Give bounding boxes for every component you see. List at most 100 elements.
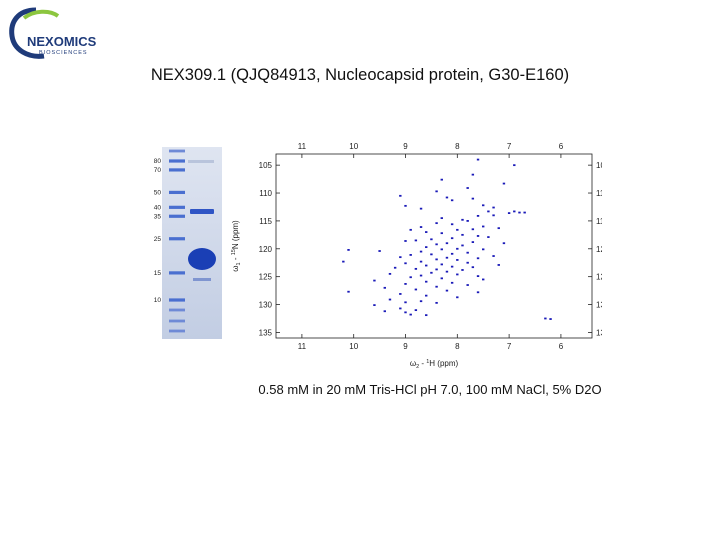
- peak: [435, 190, 438, 193]
- x-tick-label-bottom: 8: [455, 342, 460, 351]
- ladder-band: [169, 319, 185, 323]
- peak: [513, 164, 516, 167]
- ladder-band: [169, 159, 185, 163]
- peak: [388, 272, 392, 275]
- logo-swoosh: [22, 9, 60, 20]
- sample-band-lower: [193, 278, 211, 281]
- nexomics-logo: NEXOMICS BIOSCIENCES: [6, 4, 126, 62]
- peak: [399, 194, 402, 197]
- x-axis-label: ω2 - 1H (ppm): [410, 359, 459, 370]
- peak: [492, 206, 495, 209]
- peak: [419, 250, 423, 253]
- peak: [435, 243, 438, 246]
- x-tick-label-top: 10: [349, 142, 358, 151]
- x-tick-label-top: 9: [403, 142, 408, 151]
- x-axis-label-nucleus: H (ppm): [429, 359, 458, 368]
- peak: [549, 318, 552, 320]
- peak: [430, 238, 433, 241]
- peak: [404, 204, 407, 207]
- peak: [409, 254, 412, 256]
- peak: [461, 233, 464, 236]
- peak: [414, 239, 418, 242]
- peak: [440, 178, 443, 181]
- peak: [435, 301, 438, 304]
- peak: [466, 220, 469, 222]
- peak: [497, 227, 500, 230]
- gel-image: 80 70 50 40 35 25 15 10: [154, 147, 222, 339]
- peak: [393, 266, 397, 269]
- peak: [450, 265, 454, 268]
- ladder-band: [169, 271, 185, 275]
- marker-label: 10: [154, 297, 162, 304]
- x-axis-label-dash: -: [419, 359, 426, 368]
- peak: [378, 250, 381, 252]
- y-tick-label-right: 115: [596, 217, 602, 226]
- peak: [492, 214, 495, 217]
- peak: [435, 285, 438, 288]
- x-tick-label-top: 11: [298, 142, 307, 151]
- peak: [399, 293, 402, 295]
- peak: [388, 298, 392, 301]
- peak: [471, 228, 475, 231]
- peak: [523, 211, 526, 214]
- peak: [425, 314, 428, 317]
- logo-mark: NEXOMICS BIOSCIENCES: [9, 7, 97, 59]
- y-tick-label-left: 105: [259, 161, 273, 170]
- peak: [544, 317, 547, 320]
- peak: [440, 277, 443, 280]
- peak: [419, 260, 423, 263]
- peak: [456, 296, 459, 299]
- ladder-band: [169, 298, 185, 302]
- peak: [471, 266, 475, 269]
- peak: [342, 260, 345, 263]
- y-axis-label-sub: 1: [236, 262, 242, 265]
- peak: [440, 263, 443, 266]
- peak: [450, 199, 454, 202]
- marker-label: 50: [154, 189, 162, 196]
- ladder-band: [169, 149, 185, 153]
- sample-band-main: [188, 248, 216, 270]
- peak: [440, 217, 443, 220]
- peak: [414, 309, 418, 312]
- peak: [383, 286, 386, 289]
- y-tick-label-right: 130: [596, 301, 602, 310]
- peak: [445, 196, 449, 199]
- hsqc-spectrum: 1111101099887766105105110110115115120120…: [228, 136, 610, 372]
- sds-page-gel: 80 70 50 40 35 25 15 10: [140, 145, 226, 345]
- y-axis-label-dash: -: [231, 255, 240, 262]
- sample-band-dimer: [190, 209, 214, 214]
- ladder-band: [169, 205, 185, 209]
- peak: [404, 262, 407, 265]
- y-axis-label-sup: 15: [231, 249, 237, 255]
- y-tick-label-right: 135: [596, 328, 602, 337]
- peak: [450, 223, 454, 226]
- peak: [425, 246, 428, 249]
- peak: [404, 283, 407, 285]
- peak: [456, 228, 459, 231]
- peak: [471, 197, 475, 200]
- peak: [487, 236, 490, 238]
- x-axis-label-omega: ω: [410, 359, 416, 368]
- peak: [445, 270, 449, 273]
- peak: [450, 237, 454, 240]
- peak: [461, 244, 464, 247]
- x-tick-label-bottom: 11: [298, 342, 307, 351]
- peak: [440, 248, 443, 251]
- peak: [409, 228, 412, 231]
- y-tick-label-right: 125: [596, 273, 602, 282]
- peak: [409, 313, 412, 316]
- peak: [476, 257, 480, 260]
- y-tick-label-left: 130: [259, 301, 273, 310]
- marker-label: 25: [154, 236, 162, 243]
- x-tick-label-top: 8: [455, 142, 460, 151]
- peak: [347, 249, 350, 251]
- peak: [445, 256, 449, 259]
- peak: [497, 264, 500, 266]
- page-title: NEX309.1 (QJQ84913, Nucleocapsid protein…: [150, 66, 570, 84]
- peak: [414, 267, 418, 270]
- peak: [518, 211, 521, 214]
- ladder-band: [169, 308, 185, 312]
- peak: [419, 207, 423, 210]
- marker-labels: 80 70 50 40 35 25 15 10: [154, 158, 162, 304]
- peak: [445, 242, 449, 245]
